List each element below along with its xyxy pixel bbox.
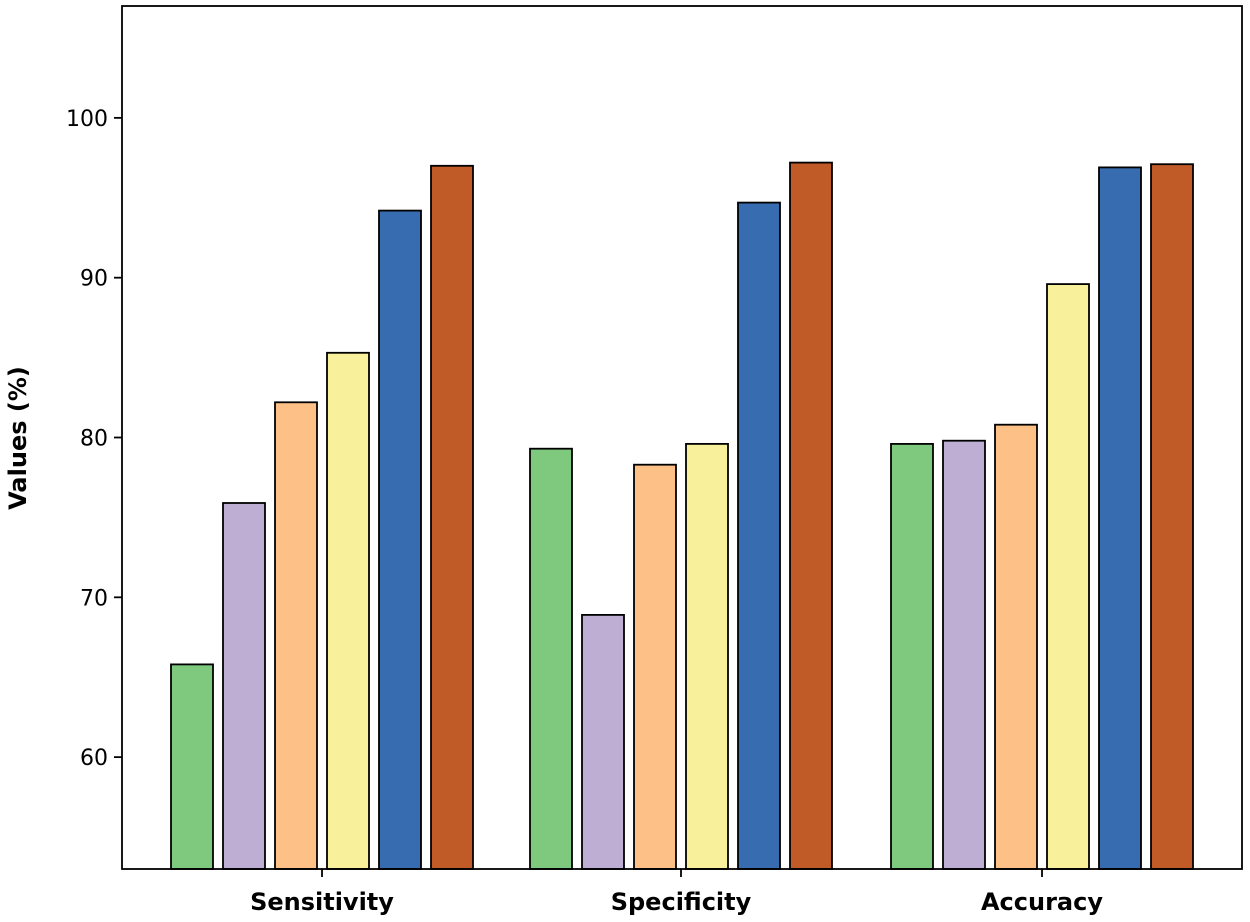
- bar-specificity-5: [737, 201, 781, 870]
- x-category-label-accuracy: Accuracy: [981, 888, 1103, 916]
- bar-sensitivity-1: [170, 663, 214, 870]
- y-tick-label-80: 80: [80, 427, 108, 452]
- bar-specificity-6: [789, 161, 833, 870]
- x-axis: Sensitivity Specificity Accuracy: [250, 869, 1103, 916]
- y-tick-label-70: 70: [80, 586, 108, 611]
- y-tick-label-100: 100: [66, 107, 108, 132]
- x-category-label-specificity: Specificity: [611, 888, 752, 916]
- bar-accuracy-2: [942, 439, 986, 870]
- bar-accuracy-4: [1046, 283, 1090, 870]
- bar-sensitivity-2: [222, 502, 266, 870]
- y-axis-title: Values (%): [4, 366, 32, 510]
- bars-group: [170, 161, 1194, 870]
- bar-accuracy-5: [1098, 166, 1142, 870]
- bar-specificity-2: [581, 614, 625, 870]
- bar-sensitivity-5: [378, 209, 422, 870]
- x-category-label-sensitivity: Sensitivity: [250, 888, 394, 916]
- bar-sensitivity-6: [430, 164, 474, 870]
- bar-accuracy-6: [1150, 163, 1194, 870]
- bar-accuracy-1: [890, 442, 934, 870]
- y-axis: 60 70 80 90 100: [66, 107, 122, 771]
- y-tick-label-60: 60: [80, 746, 108, 771]
- bar-specificity-1: [529, 447, 573, 870]
- bar-sensitivity-4: [326, 351, 370, 870]
- bar-specificity-3: [633, 463, 677, 870]
- bar-sensitivity-3: [274, 401, 318, 870]
- bar-accuracy-3: [994, 423, 1038, 870]
- bar-specificity-4: [685, 442, 729, 870]
- y-tick-label-90: 90: [80, 267, 108, 292]
